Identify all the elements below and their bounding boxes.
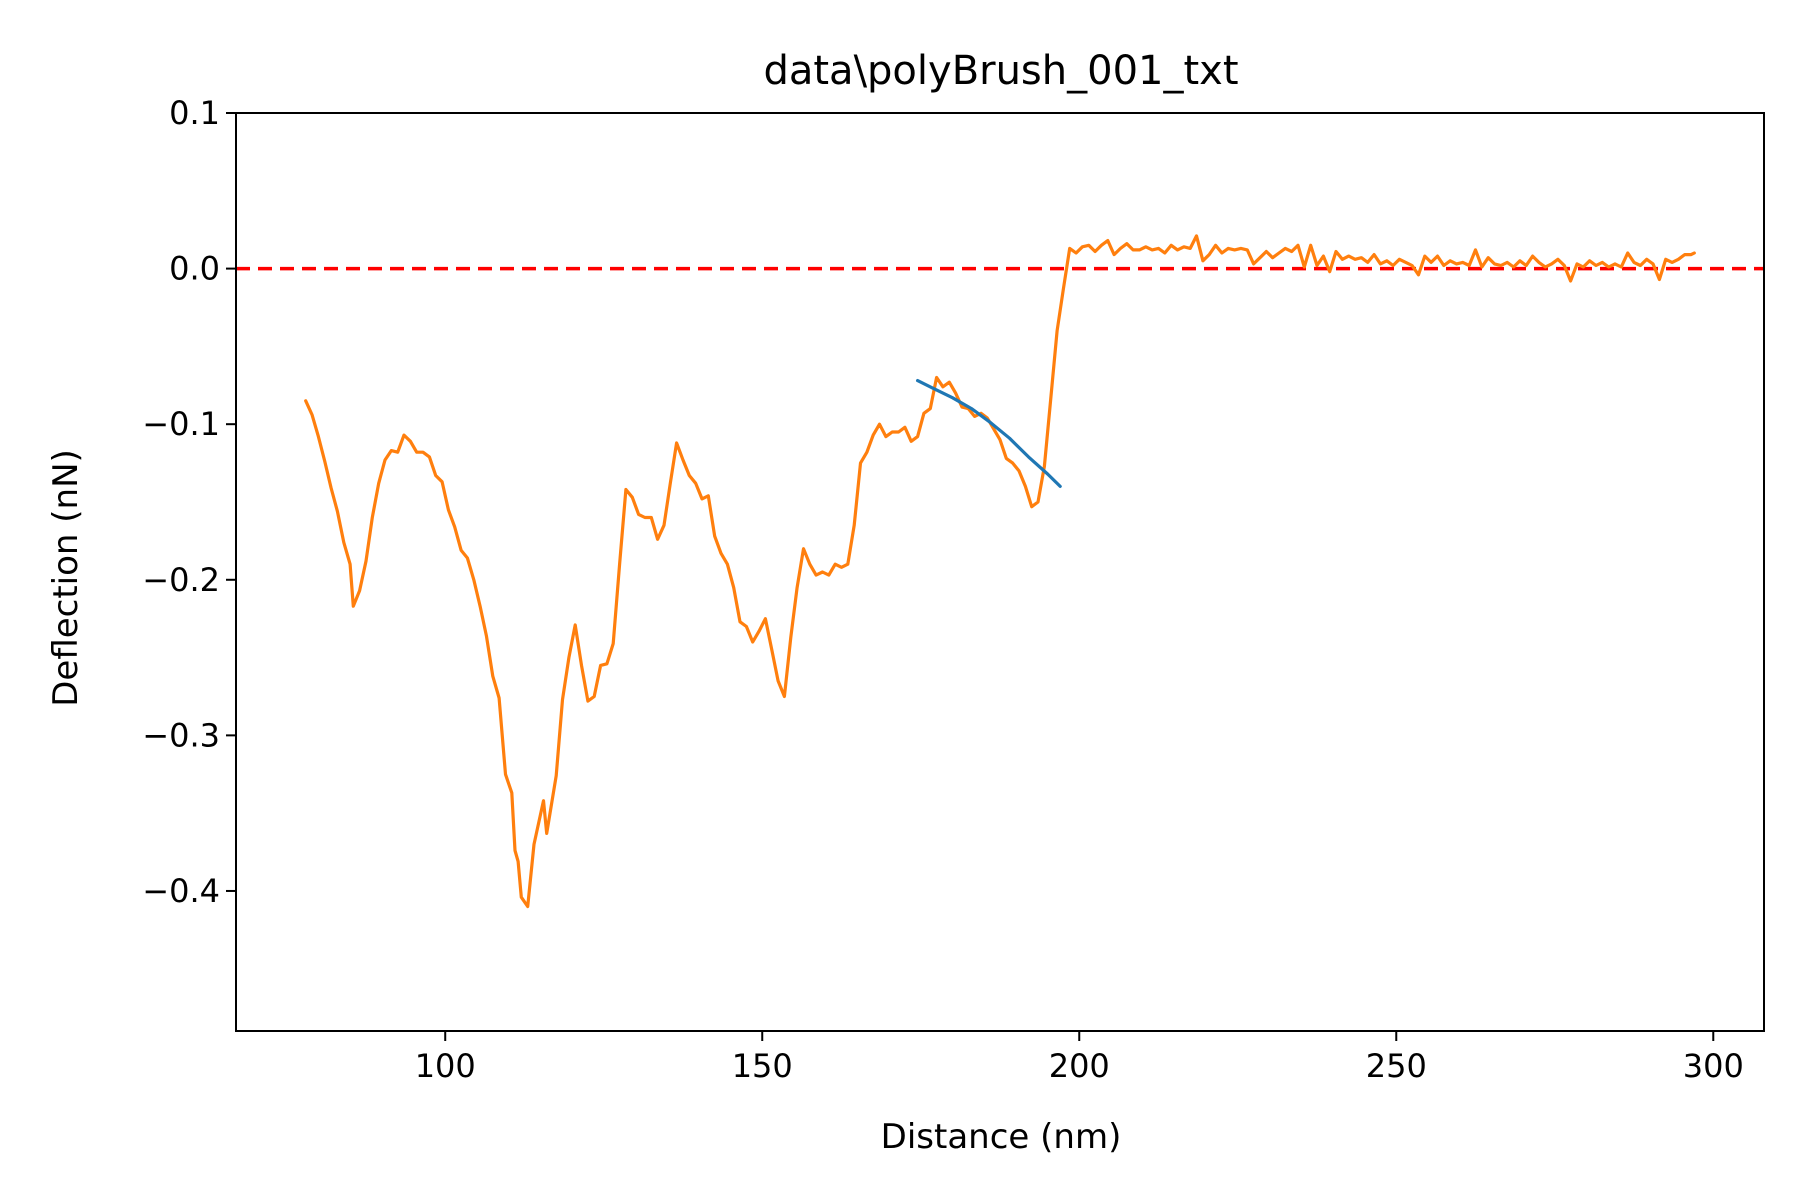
axis-ticks: 100 150 200 250 300 0.1 0.0 −0.1 −0.2 −0.3 −0.4	[142, 94, 1744, 1085]
y-tick-label: 0.0	[169, 250, 220, 288]
x-tick-label: 200	[1049, 1047, 1110, 1085]
fit-curve-line	[916, 379, 1062, 488]
x-tick-label: 150	[732, 1047, 793, 1085]
plot-area	[236, 234, 1764, 909]
y-tick-label: −0.3	[142, 716, 220, 754]
deflection-data-line	[304, 234, 1696, 909]
y-tick-label: 0.1	[169, 94, 220, 132]
axes-frame	[235, 112, 1765, 1032]
y-tick-label: −0.1	[142, 405, 220, 443]
chart-title: data\polyBrush_001_txt	[763, 48, 1238, 94]
x-tick-label: 250	[1366, 1047, 1427, 1085]
x-tick-label: 100	[415, 1047, 476, 1085]
y-tick-label: −0.2	[142, 561, 220, 599]
x-tick-label: 300	[1683, 1047, 1744, 1085]
y-tick-label: −0.4	[142, 872, 220, 910]
x-axis-label: Distance (nm)	[881, 1117, 1122, 1157]
y-axis-label: Deflection (nN)	[46, 449, 86, 707]
